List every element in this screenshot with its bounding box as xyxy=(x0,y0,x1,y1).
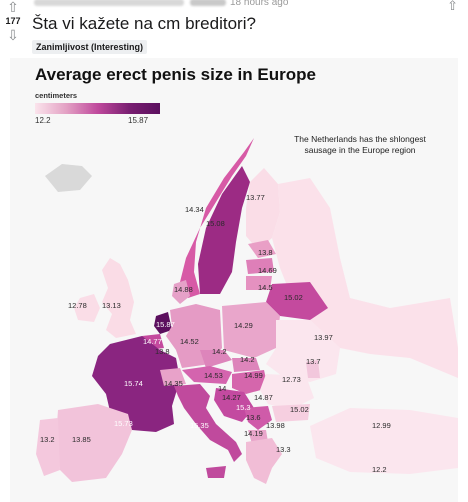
region-slovakia xyxy=(232,358,260,372)
region-russia xyxy=(272,178,458,378)
label-italy: 15.35 xyxy=(190,421,209,430)
label-slovenia: 14 xyxy=(218,384,226,393)
region-serbia xyxy=(244,406,272,430)
region-portugal xyxy=(36,418,60,476)
label-netherlands: 15.87 xyxy=(156,320,175,329)
label-hungary: 14.99 xyxy=(244,371,263,380)
chart-annotation: The Netherlands has the shlongest sausag… xyxy=(294,134,426,155)
label-moldova: 13.7 xyxy=(306,357,321,366)
post-header: ⇧ 177 ⇩ 18 hours ago ⇧ Šta vi kažete na … xyxy=(0,0,468,62)
label-turkey: 12.99 xyxy=(372,421,391,430)
region-balkans xyxy=(214,388,254,422)
label-finland: 13.77 xyxy=(246,193,265,202)
post-title[interactable]: Šta vi kažete na cm breditori? xyxy=(32,14,256,33)
label-denmark: 14.88 xyxy=(174,285,193,294)
region-hungary xyxy=(232,370,268,394)
region-turkey xyxy=(310,408,458,474)
blurred-username xyxy=(34,0,184,6)
label-estonia: 13.8 xyxy=(258,248,273,257)
label-poland: 14.29 xyxy=(234,321,253,330)
label-montenegro: 13.6 xyxy=(246,413,261,422)
post-flair[interactable]: Zanimljivost (Interesting) xyxy=(32,40,148,54)
region-czechia xyxy=(200,350,232,368)
region-uk xyxy=(102,258,136,338)
label-france: 15.74 xyxy=(124,379,143,388)
label-france-south: 15.73 xyxy=(114,419,133,428)
post-score: 177 xyxy=(5,16,21,26)
region-switzerland xyxy=(160,368,186,386)
label-luxembourg: 13.8 xyxy=(155,347,170,356)
region-ukraine xyxy=(266,320,340,382)
europe-map: 15.87 14.77 13.8 15.74 15.73 13.85 13.2 … xyxy=(10,58,458,502)
region-austria xyxy=(182,366,232,384)
label-uk: 13.13 xyxy=(102,301,121,310)
label-czechia: 14.2 xyxy=(212,347,227,356)
region-ireland xyxy=(74,294,100,322)
region-finland xyxy=(246,168,280,250)
label-greece: 13.3 xyxy=(276,445,291,454)
blurred-badge xyxy=(190,0,226,6)
label-belarus: 15.02 xyxy=(284,293,303,302)
region-netherlands xyxy=(154,312,172,334)
label-sweden: 15.08 xyxy=(206,219,225,228)
legend-min: 12.2 xyxy=(35,116,51,125)
label-portugal: 13.2 xyxy=(40,435,55,444)
region-belarus xyxy=(266,282,328,320)
label-romania: 12.73 xyxy=(282,375,301,384)
region-sicily xyxy=(206,466,226,478)
label-ireland: 12.78 xyxy=(68,301,87,310)
label-ukraine: 13.97 xyxy=(314,333,333,342)
region-greece xyxy=(246,438,282,484)
chart-title: Average erect penis size in Europe xyxy=(35,65,316,84)
region-poland xyxy=(222,302,280,358)
label-albania: 14.19 xyxy=(244,429,263,438)
region-spain xyxy=(56,404,132,482)
upvote-icon[interactable]: ⇧ xyxy=(7,0,19,15)
region-romania xyxy=(260,374,314,410)
region-bulgaria xyxy=(272,404,310,422)
legend-max: 15.87 xyxy=(128,116,149,125)
region-lithuania xyxy=(246,276,272,290)
region-estonia xyxy=(248,240,276,258)
region-france xyxy=(92,336,180,432)
region-moldova xyxy=(306,360,320,378)
region-sweden xyxy=(198,166,250,294)
post-time: 18 hours ago xyxy=(230,0,289,8)
label-austria: 14.53 xyxy=(204,371,223,380)
label-switzerland: 14.35 xyxy=(164,379,183,388)
post-image[interactable]: 15.87 14.77 13.8 15.74 15.73 13.85 13.2 … xyxy=(10,58,458,502)
label-bulgaria: 15.02 xyxy=(290,405,309,414)
downvote-icon[interactable]: ⇩ xyxy=(7,27,19,43)
label-slovakia: 14.2 xyxy=(240,355,255,364)
label-latvia: 14.69 xyxy=(258,266,277,275)
label-croatia: 14.27 xyxy=(222,393,241,402)
label-lithuania: 14.5 xyxy=(258,283,273,292)
legend-gradient xyxy=(35,103,160,114)
label-cyprus: 12.2 xyxy=(372,465,387,474)
region-denmark xyxy=(172,280,190,304)
label-serbia: 14.87 xyxy=(254,393,273,402)
label-norway: 14.34 xyxy=(185,205,204,214)
legend-unit: centimeters xyxy=(35,91,78,100)
label-bosnia: 15.3 xyxy=(236,403,251,412)
share-icon[interactable]: ⇧ xyxy=(447,0,458,13)
region-latvia xyxy=(246,258,274,274)
region-italy xyxy=(174,384,242,462)
label-germany: 14.52 xyxy=(180,337,199,346)
vote-column: ⇧ 177 ⇩ xyxy=(4,0,22,42)
label-spain: 13.85 xyxy=(72,435,91,444)
region-iceland xyxy=(45,164,92,192)
post-meta: 18 hours ago xyxy=(34,0,288,8)
label-belgium: 14.77 xyxy=(143,337,162,346)
region-norway xyxy=(180,138,254,298)
label-north-macedonia: 13.98 xyxy=(266,421,285,430)
